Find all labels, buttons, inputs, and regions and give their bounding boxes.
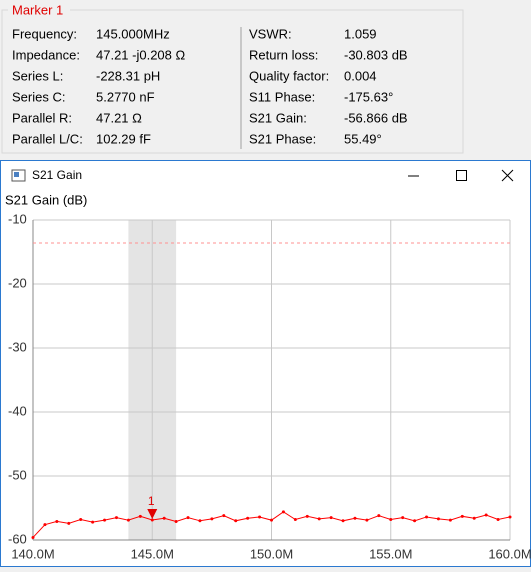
data-point [436, 517, 440, 521]
marker-title: Marker 1 [12, 2, 63, 17]
data-point [460, 514, 464, 518]
x-tick-label: 160.0M [488, 546, 531, 561]
data-point [138, 514, 142, 518]
data-point [67, 521, 71, 525]
field-value: -30.803 dB [344, 47, 408, 62]
field-value: -56.866 dB [344, 110, 408, 125]
data-point [472, 516, 476, 520]
field-label: Series C: [12, 89, 65, 104]
window [0, 160, 531, 567]
data-point [270, 518, 273, 522]
close-button[interactable] [501, 169, 514, 182]
data-point [234, 519, 238, 523]
field-label: Series L: [12, 68, 63, 83]
data-point [198, 519, 202, 523]
data-point [413, 519, 417, 523]
data-point [341, 519, 345, 523]
y-tick-label: -10 [8, 211, 27, 226]
data-point [103, 518, 107, 522]
field-value: 145.000MHz [96, 26, 170, 41]
field-label: Parallel R: [12, 110, 72, 125]
field-label: S11 Phase: [249, 89, 315, 104]
maximize-button[interactable] [456, 170, 467, 181]
data-point [305, 514, 309, 518]
field-value: 102.29 fF [96, 131, 151, 146]
data-point [114, 516, 118, 520]
y-axis-title: S21 Gain (dB) [5, 192, 87, 207]
data-point [448, 518, 452, 522]
data-point [246, 516, 250, 520]
field-value: 47.21 Ω [96, 110, 142, 125]
data-point [55, 519, 59, 523]
field-label: S21 Gain: [249, 110, 307, 125]
field-label: Frequency: [12, 26, 77, 41]
data-point [79, 518, 83, 522]
marker [147, 508, 158, 519]
field-label: Return loss: [249, 47, 318, 62]
x-tick-label: 150.0M [250, 546, 293, 561]
data-point [484, 513, 488, 517]
field-value: -175.63° [344, 89, 393, 104]
x-tick-label: 155.0M [369, 546, 412, 561]
y-tick-label: -40 [8, 403, 27, 418]
field-value: -228.31 pH [96, 68, 160, 83]
field-label: VSWR: [249, 26, 292, 41]
data-point [329, 516, 333, 520]
field-value: 1.059 [344, 26, 377, 41]
data-point [186, 516, 190, 520]
field-label: Impedance: [12, 47, 80, 62]
field-label: Parallel L/C: [12, 131, 83, 146]
field-value: 0.004 [344, 68, 377, 83]
y-tick-label: -50 [8, 467, 27, 482]
data-point [389, 518, 393, 522]
data-point [91, 520, 95, 524]
data-point [150, 518, 154, 522]
data-point [425, 515, 429, 519]
data-point [258, 515, 262, 519]
field-value: 47.21 -j0.208 Ω [96, 47, 186, 62]
data-point [222, 514, 226, 518]
field-label: S21 Phase: [249, 131, 316, 146]
field-value: 5.2770 nF [96, 89, 155, 104]
y-tick-label: -30 [8, 339, 27, 354]
data-point [293, 518, 297, 522]
data-point [353, 516, 357, 520]
data-point [126, 518, 130, 522]
x-tick-label: 140.0M [11, 546, 54, 561]
y-tick-label: -20 [8, 275, 27, 290]
field-label: Quality factor: [249, 68, 329, 83]
group-box [1, 9, 464, 154]
data-point [43, 523, 47, 527]
data-point [365, 518, 369, 522]
window-title: S21 Gain [32, 168, 82, 182]
field-value: 55.49° [344, 131, 382, 146]
data-point [401, 516, 405, 520]
data-point [162, 516, 166, 520]
data-point [377, 514, 381, 518]
y-tick-label: -60 [8, 531, 27, 546]
marker-label: 1 [148, 494, 155, 508]
data-point [496, 518, 500, 522]
data-point [210, 517, 214, 521]
x-tick-label: 145.0M [131, 546, 174, 561]
window-icon-inner [14, 172, 19, 177]
data-point [281, 510, 285, 514]
data-point [31, 535, 35, 539]
data-point [508, 515, 512, 519]
group-title-bg [8, 3, 70, 19]
data-point [317, 517, 321, 521]
data-point [174, 519, 178, 523]
